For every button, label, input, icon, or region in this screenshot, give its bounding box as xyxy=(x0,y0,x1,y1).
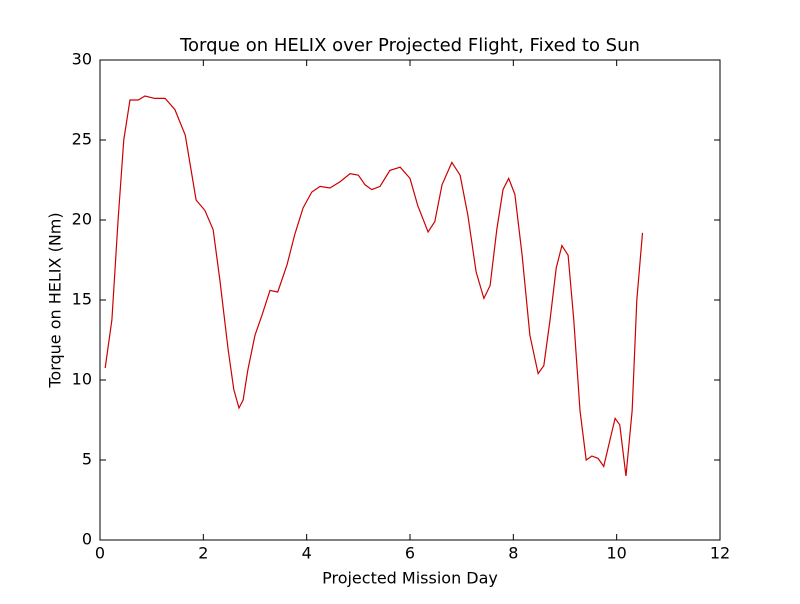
x-axis-label: Projected Mission Day xyxy=(322,569,498,588)
y-tick-label: 15 xyxy=(72,290,92,309)
chart-title: Torque on HELIX over Projected Flight, F… xyxy=(179,35,640,56)
x-tick-label: 4 xyxy=(302,544,312,563)
y-tick-label: 30 xyxy=(72,50,92,69)
y-tick-label: 5 xyxy=(82,450,92,469)
x-tick-label: 6 xyxy=(405,544,415,563)
line xyxy=(104,95,644,477)
y-tick-label: 25 xyxy=(72,130,92,149)
plot-frame xyxy=(99,59,721,541)
x-tick-label: 10 xyxy=(606,544,626,563)
x-tick-label: 12 xyxy=(710,544,730,563)
x-tick-label: 0 xyxy=(95,544,105,563)
y-tick-label: 10 xyxy=(72,370,92,389)
x-tick-label: 8 xyxy=(508,544,518,563)
y-axis-label: Torque on HELIX (Nm) xyxy=(46,212,65,388)
y-tick-label: 0 xyxy=(82,530,92,549)
y-tick-label: 20 xyxy=(72,210,92,229)
x-tick-label: 2 xyxy=(198,544,208,563)
